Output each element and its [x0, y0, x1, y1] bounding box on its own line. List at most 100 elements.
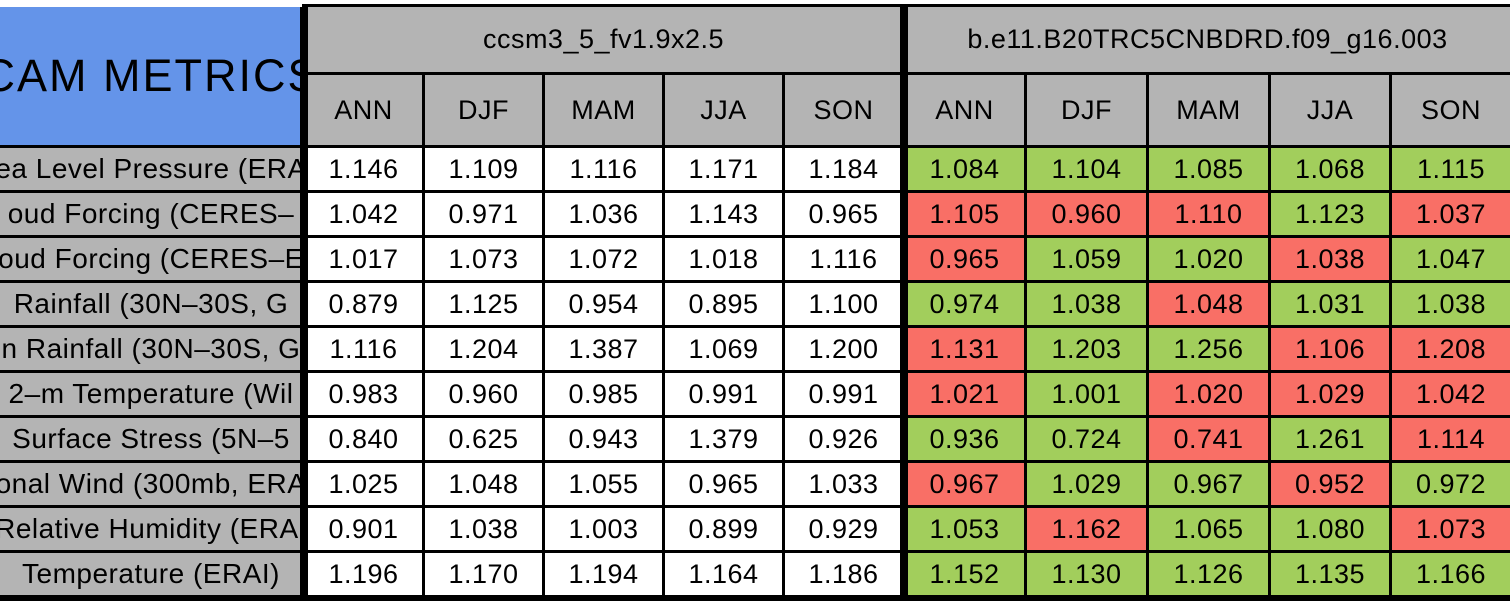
value-cell: 0.983 — [305, 373, 422, 415]
model-header-1: ccsm3_5_fv1.9x2.5 — [305, 7, 902, 72]
value-cell: 0.991 — [785, 373, 902, 415]
value-cell: 1.003 — [545, 508, 662, 550]
value-cell: 1.204 — [425, 328, 542, 370]
value-cell: 1.203 — [1027, 328, 1146, 370]
value-cell: 1.069 — [665, 328, 782, 370]
season-header: ANN — [305, 75, 422, 145]
season-header: SON — [1392, 75, 1510, 145]
value-cell: 1.017 — [305, 238, 422, 280]
value-cell: 1.196 — [305, 553, 422, 595]
value-cell: 1.038 — [1392, 283, 1510, 325]
value-cell: 1.387 — [545, 328, 662, 370]
value-cell: 1.038 — [1027, 283, 1146, 325]
value-cell: 0.967 — [1149, 463, 1268, 505]
value-cell: 1.029 — [1027, 463, 1146, 505]
value-cell: 1.130 — [1027, 553, 1146, 595]
value-cell: 1.143 — [665, 193, 782, 235]
table-title: CAM METRICS — [0, 7, 302, 145]
value-cell: 0.625 — [425, 418, 542, 460]
value-cell: 1.256 — [1149, 328, 1268, 370]
value-cell: 1.131 — [905, 328, 1024, 370]
value-cell: 1.100 — [785, 283, 902, 325]
value-cell: 1.184 — [785, 148, 902, 190]
value-cell: 1.105 — [905, 193, 1024, 235]
value-cell: 1.109 — [425, 148, 542, 190]
value-cell: 0.741 — [1149, 418, 1268, 460]
row-label: 2–m Temperature (Wil — [0, 373, 302, 415]
value-cell: 1.068 — [1271, 148, 1389, 190]
row-label: oud Forcing (CERES– — [0, 193, 302, 235]
value-cell: 1.037 — [1392, 193, 1510, 235]
value-cell: 1.059 — [1027, 238, 1146, 280]
value-cell: 1.055 — [545, 463, 662, 505]
value-cell: 0.899 — [665, 508, 782, 550]
value-cell: 0.929 — [785, 508, 902, 550]
value-cell: 0.965 — [665, 463, 782, 505]
value-cell: 1.123 — [1271, 193, 1389, 235]
season-header: DJF — [425, 75, 542, 145]
value-cell: 0.985 — [545, 373, 662, 415]
value-cell: 1.115 — [1392, 148, 1510, 190]
value-cell: 1.135 — [1271, 553, 1389, 595]
row-label: Relative Humidity (ERAI — [0, 508, 302, 550]
value-cell: 0.965 — [905, 238, 1024, 280]
value-cell: 0.991 — [665, 373, 782, 415]
value-cell: 1.164 — [665, 553, 782, 595]
value-cell: 1.038 — [425, 508, 542, 550]
value-cell: 1.114 — [1392, 418, 1510, 460]
value-cell: 1.072 — [545, 238, 662, 280]
season-header: MAM — [545, 75, 662, 145]
value-cell: 0.895 — [665, 283, 782, 325]
value-cell: 1.048 — [1149, 283, 1268, 325]
value-cell: 1.146 — [305, 148, 422, 190]
value-cell: 1.053 — [905, 508, 1024, 550]
value-cell: 1.104 — [1027, 148, 1146, 190]
season-header: JJA — [1271, 75, 1389, 145]
value-cell: 1.042 — [305, 193, 422, 235]
row-label: n Rainfall (30N–30S, G — [0, 328, 302, 370]
value-cell: 0.972 — [1392, 463, 1510, 505]
value-cell: 0.971 — [425, 193, 542, 235]
value-cell: 1.029 — [1271, 373, 1389, 415]
model-header-2: b.e11.B20TRC5CNBDRD.f09_g16.003 — [905, 7, 1510, 72]
value-cell: 1.194 — [545, 553, 662, 595]
value-cell: 0.974 — [905, 283, 1024, 325]
value-cell: 1.116 — [305, 328, 422, 370]
row-label: Surface Stress (5N–5 — [0, 418, 302, 460]
value-cell: 1.042 — [1392, 373, 1510, 415]
row-label: Temperature (ERAI) — [0, 553, 302, 595]
season-header: ANN — [905, 75, 1024, 145]
value-cell: 1.170 — [425, 553, 542, 595]
value-cell: 1.152 — [905, 553, 1024, 595]
value-cell: 0.954 — [545, 283, 662, 325]
value-cell: 0.965 — [785, 193, 902, 235]
value-cell: 1.162 — [1027, 508, 1146, 550]
value-cell: 1.033 — [785, 463, 902, 505]
value-cell: 0.952 — [1271, 463, 1389, 505]
value-cell: 1.110 — [1149, 193, 1268, 235]
value-cell: 1.166 — [1392, 553, 1510, 595]
value-cell: 0.960 — [1027, 193, 1146, 235]
season-header: JJA — [665, 75, 782, 145]
value-cell: 1.116 — [545, 148, 662, 190]
value-cell: 0.943 — [545, 418, 662, 460]
metrics-table: CAM METRICS ccsm3_5_fv1.9x2.5 b.e11.B20T… — [0, 7, 1510, 595]
value-cell: 0.840 — [305, 418, 422, 460]
value-cell: 0.967 — [905, 463, 1024, 505]
value-cell: 1.126 — [1149, 553, 1268, 595]
value-cell: 1.073 — [425, 238, 542, 280]
value-cell: 1.047 — [1392, 238, 1510, 280]
season-header: SON — [785, 75, 902, 145]
value-cell: 1.379 — [665, 418, 782, 460]
value-cell: 1.125 — [425, 283, 542, 325]
row-label: Rainfall (30N–30S, G — [0, 283, 302, 325]
value-cell: 1.171 — [665, 148, 782, 190]
value-cell: 1.031 — [1271, 283, 1389, 325]
row-label: ea Level Pressure (ERA — [0, 148, 302, 190]
value-cell: 1.073 — [1392, 508, 1510, 550]
value-cell: 1.048 — [425, 463, 542, 505]
value-cell: 1.208 — [1392, 328, 1510, 370]
value-cell: 1.025 — [305, 463, 422, 505]
value-cell: 0.936 — [905, 418, 1024, 460]
